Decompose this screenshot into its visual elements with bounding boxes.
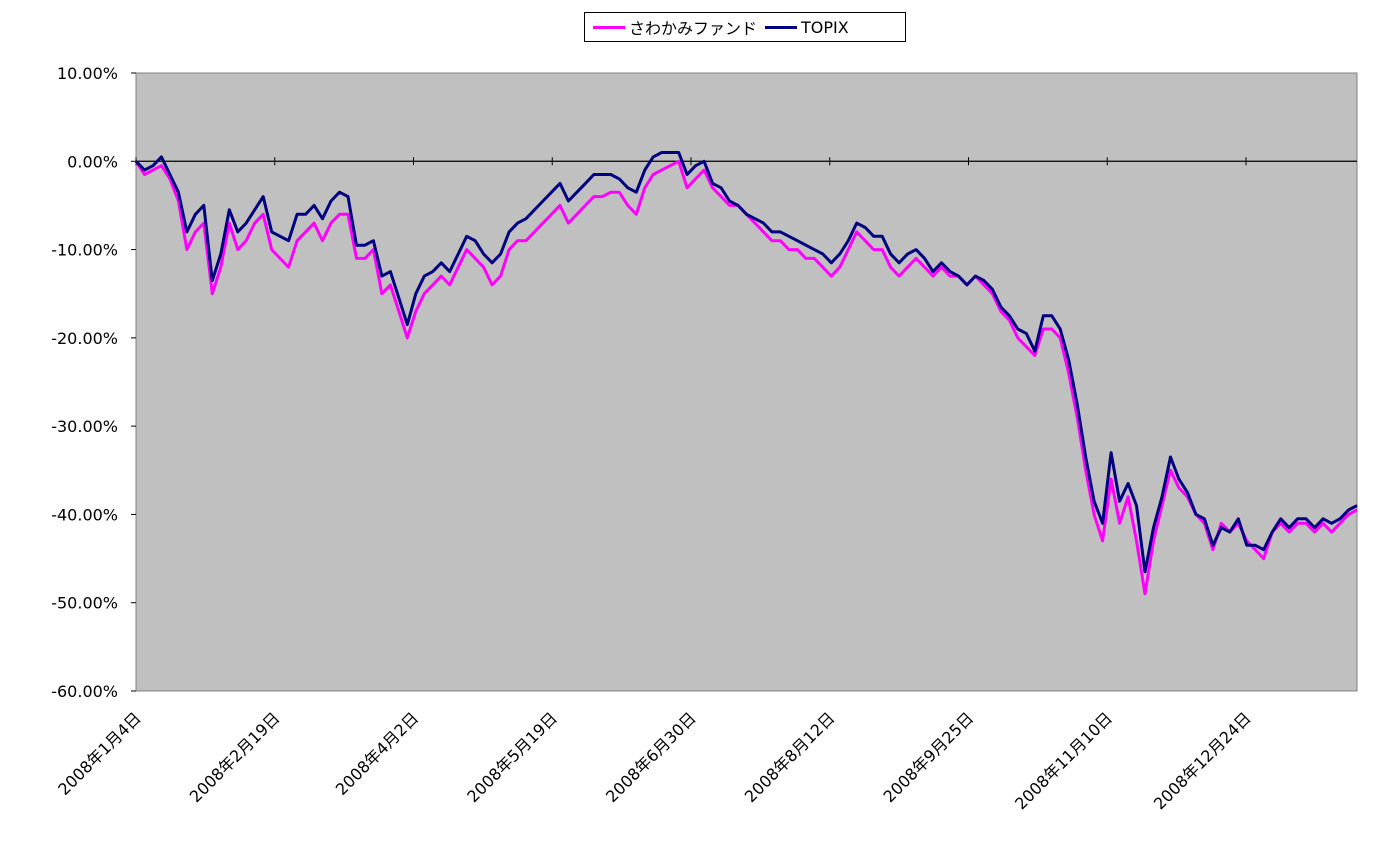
legend-item-topix: TOPIX <box>765 18 849 37</box>
legend-swatch-topix <box>765 25 798 29</box>
y-tick-label: -50.00% <box>51 594 118 613</box>
y-tick-label: -20.00% <box>51 329 118 348</box>
x-tick-label: 2008年12月24日 <box>1150 708 1255 813</box>
plot-area <box>135 72 1358 692</box>
y-tick-label: -10.00% <box>51 241 118 260</box>
y-axis: 10.00% 0.00% -10.00% -20.00% -30.00% -40.00% -… <box>51 64 1357 701</box>
x-tick-label: 2008年6月30日 <box>602 708 700 806</box>
legend: さわかみファンド TOPIX <box>584 12 906 42</box>
legend-label-sawakami: さわかみファンド <box>629 19 758 38</box>
x-tick-label: 2008年5月19日 <box>463 708 561 806</box>
x-tick-label: 2008年2月19日 <box>186 708 284 806</box>
y-tick-label: -60.00% <box>51 682 118 701</box>
y-tick-label: 0.00% <box>67 152 118 171</box>
series-lines <box>134 151 1358 596</box>
x-tick-label: 2008年8月12日 <box>741 708 839 806</box>
x-tick-label: 2008年11月10日 <box>1011 708 1116 813</box>
x-tick-label: 2008年9月25日 <box>880 708 978 806</box>
x-tick-label: 2008年4月2日 <box>332 708 423 799</box>
legend-swatch-sawakami <box>593 25 625 29</box>
y-tick-label: -40.00% <box>51 505 118 524</box>
legend-label-topix: TOPIX <box>801 17 849 37</box>
x-tick-label: 2008年1月4日 <box>54 708 145 799</box>
series-line-topix <box>134 151 1358 574</box>
y-tick-label: 10.00% <box>57 64 118 83</box>
y-tick-label: -30.00% <box>51 417 118 436</box>
legend-item-sawakami: さわかみファンド <box>593 15 757 39</box>
